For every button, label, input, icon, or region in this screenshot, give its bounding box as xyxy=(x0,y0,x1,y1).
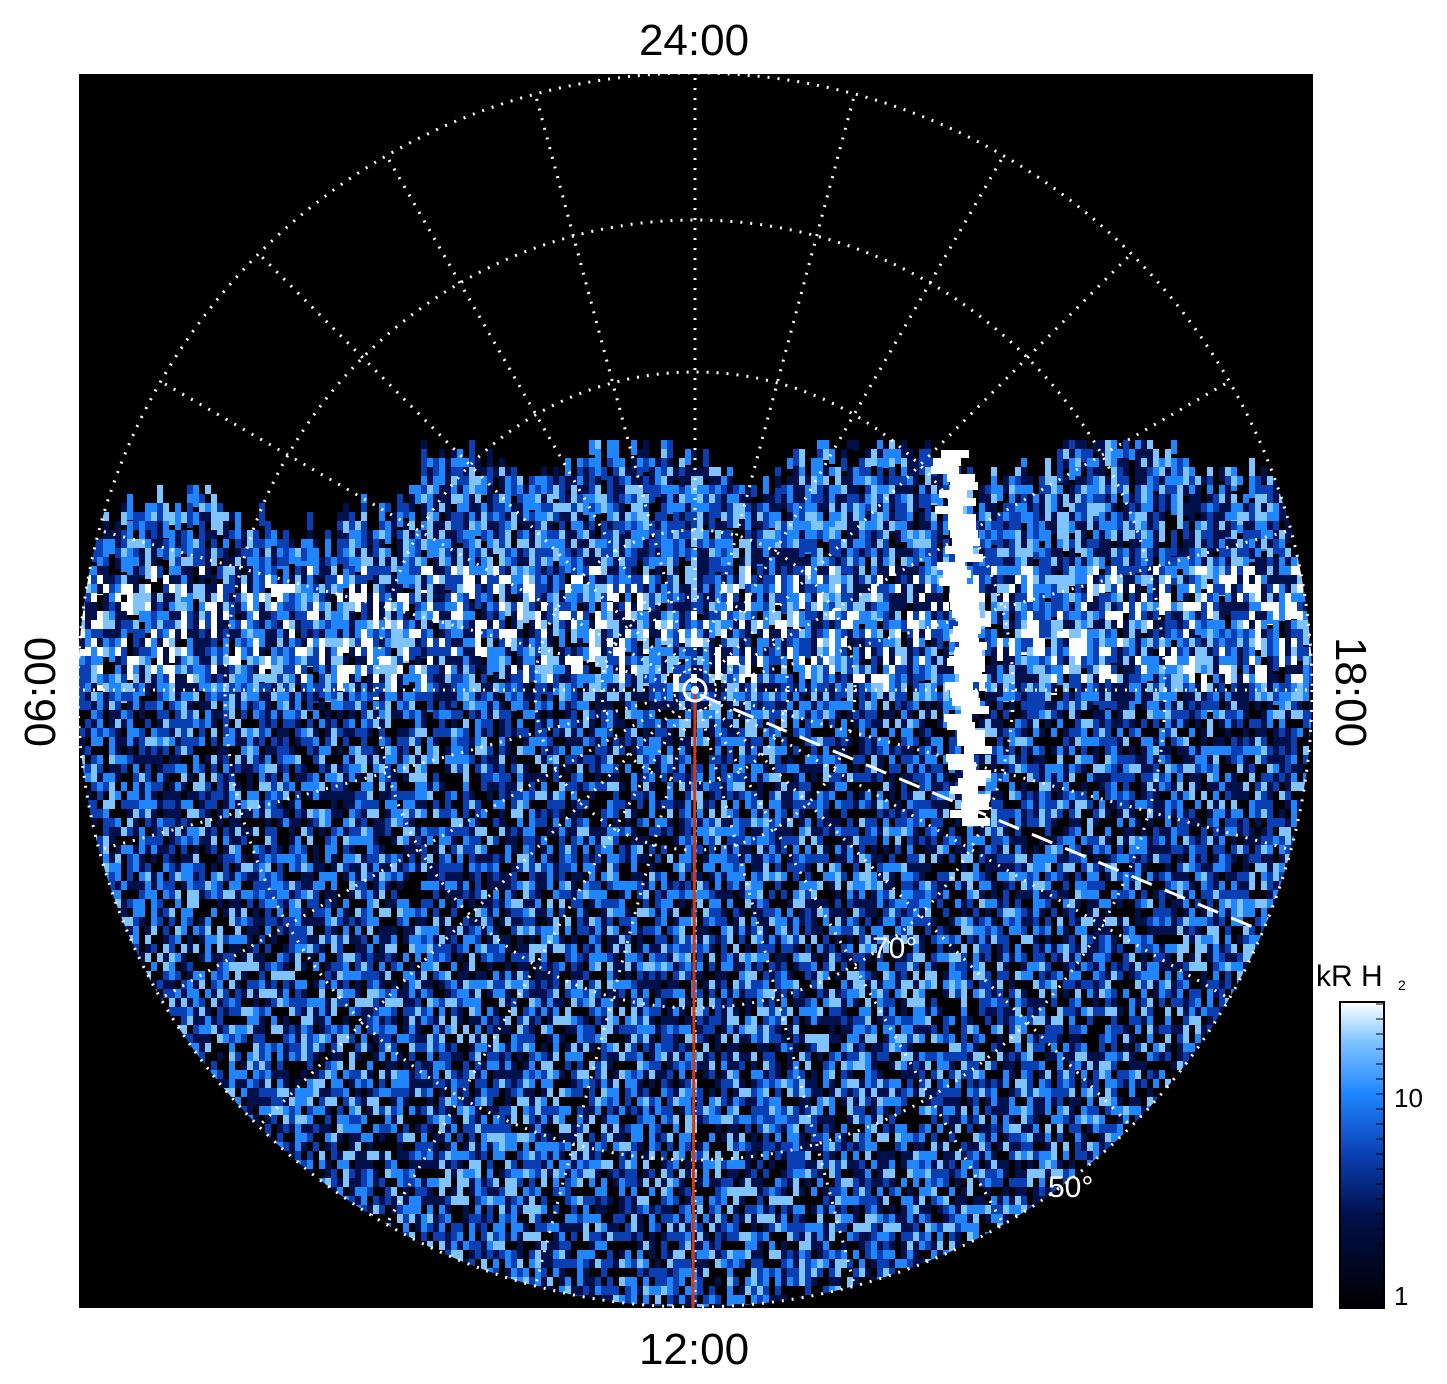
dashed-reference-line xyxy=(699,693,1261,932)
colorbar-tick-label-10: 10 xyxy=(1394,1083,1423,1113)
colorbar-gradient xyxy=(1339,1001,1385,1309)
colorbar-title-subscript: 2 xyxy=(1398,977,1406,993)
colorbar-ticks xyxy=(1376,1003,1384,1305)
noon-meridian-line xyxy=(691,691,697,1309)
latitude-circle xyxy=(600,595,790,785)
latitude-label-50: 50° xyxy=(1048,1171,1093,1204)
colorbar: kR H 2 10 1 xyxy=(1316,960,1423,1311)
pole-dot-icon xyxy=(691,686,699,694)
local-time-label-bottom: 12:00 xyxy=(639,1325,749,1374)
latitude-label-70: 70° xyxy=(872,932,917,965)
colorbar-title: kR H xyxy=(1316,960,1383,993)
local-time-label-top: 24:00 xyxy=(639,16,749,65)
colorbar-tick-label-1: 1 xyxy=(1394,1281,1408,1311)
emission-noise-field xyxy=(79,440,1312,1307)
latitude-circle xyxy=(79,74,1313,1308)
pole-marker-icon xyxy=(682,677,708,703)
latitude-circle xyxy=(375,370,1015,1010)
local-time-label-right: 18:00 xyxy=(1326,637,1375,747)
local-time-label-left: 06:00 xyxy=(16,637,65,747)
